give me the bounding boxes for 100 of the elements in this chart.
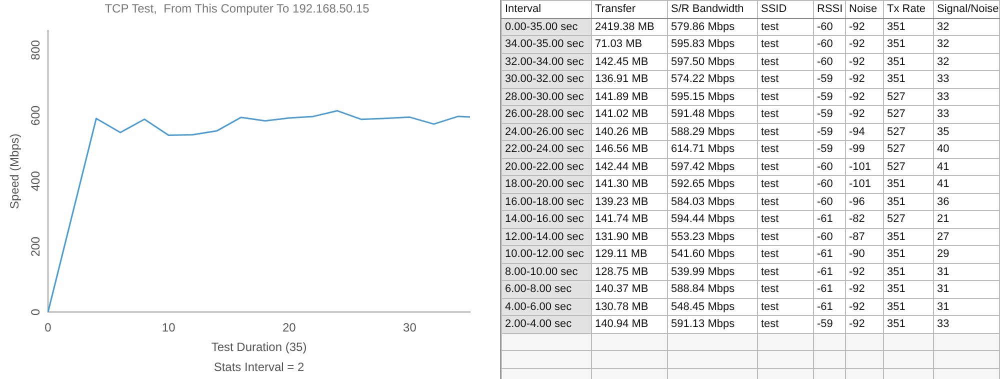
text: 351 [887, 248, 906, 260]
text: 130.78 MB [595, 300, 648, 313]
text: test [761, 38, 779, 50]
text: 584.03 Mbps [671, 196, 735, 208]
text: -94 [849, 126, 865, 138]
text: 140.37 MB [595, 283, 648, 296]
text: 553.23 Mbps [671, 230, 735, 243]
category-label: Tx Rate [884, 0, 934, 18]
category-label: S/R Bandwidth [668, 0, 758, 18]
text: -59 [817, 108, 833, 120]
text: -60 [817, 56, 833, 68]
text: 35 [937, 126, 950, 138]
text: 141.02 MB [595, 108, 648, 120]
text: -61 [817, 266, 833, 278]
text: -82 [849, 213, 865, 226]
text: -92 [849, 318, 865, 330]
category-label: Signal/Noise [934, 0, 1000, 18]
text: 594.44 Mbps [671, 213, 735, 226]
text: 592.65 Mbps [671, 178, 735, 190]
text: 142.44 MB [595, 160, 648, 173]
text: 32.00-34.00 sec [505, 56, 584, 68]
text: 32 [937, 20, 950, 33]
category-label: RSSI [814, 0, 846, 18]
text: -60 [817, 160, 833, 173]
text: test [761, 300, 779, 313]
text: 41 [937, 160, 950, 173]
text: 591.13 Mbps [671, 318, 735, 330]
text: 351 [887, 266, 906, 278]
text: 71.03 MB [595, 38, 642, 50]
text: 41 [937, 178, 950, 190]
text: 142.45 MB [595, 56, 648, 68]
text: -87 [849, 230, 865, 243]
text: -61 [817, 213, 833, 226]
text: 527 [887, 108, 906, 120]
category-label: Transfer [592, 0, 668, 18]
text: 24.00-26.00 sec [505, 126, 584, 138]
text: 351 [887, 196, 906, 208]
text: 10.00-12.00 sec [505, 248, 584, 260]
x-tick-label: 0 [44, 320, 52, 335]
text: -60 [817, 20, 833, 33]
text: test [761, 56, 779, 68]
text: 588.29 Mbps [671, 126, 735, 138]
text: test [761, 318, 779, 330]
text: 579.86 Mbps [671, 20, 735, 33]
text: 6.00-8.00 sec [505, 283, 572, 296]
text: test [761, 126, 779, 138]
text: 351 [887, 283, 906, 296]
text: 2419.38 MB [595, 20, 654, 33]
text: 0.00-35.00 sec [505, 20, 578, 33]
text: -60 [817, 38, 833, 50]
text: 18.00-20.00 sec [505, 178, 584, 190]
text: -59 [817, 73, 833, 86]
text: -92 [849, 266, 865, 278]
text: 33 [937, 108, 950, 120]
text: test [761, 230, 779, 243]
text: 2.00-4.00 sec [505, 318, 572, 330]
text: -60 [817, 178, 833, 190]
y-tick-label: 800 [28, 40, 42, 60]
text: 8.00-10.00 sec [505, 266, 578, 278]
text: 597.42 Mbps [671, 160, 735, 173]
text: 33 [937, 90, 950, 103]
text: 31 [937, 283, 950, 296]
text: 4.00-6.00 sec [505, 300, 572, 313]
text: -59 [817, 90, 833, 103]
text: 129.11 MB [595, 248, 648, 260]
text: 591.48 Mbps [671, 108, 735, 120]
chart-title: TCP Test, From This Computer To 192.168.50.15 [104, 2, 370, 16]
text: 595.83 Mbps [671, 38, 735, 50]
y-tick-label: 0 [28, 308, 42, 316]
text: 548.45 Mbps [671, 300, 735, 313]
text: -92 [849, 56, 865, 68]
text: 527 [887, 90, 906, 103]
text: test [761, 178, 779, 190]
text: test [761, 283, 779, 296]
text: 21 [937, 213, 950, 226]
text: test [761, 143, 779, 156]
text: -61 [817, 248, 833, 260]
x-axis-title: Test Duration (35) [211, 340, 307, 354]
text: test [761, 196, 779, 208]
text: test [761, 108, 779, 120]
text: -60 [817, 196, 833, 208]
text: 141.30 MB [595, 178, 648, 190]
text: 34.00-35.00 sec [505, 38, 584, 50]
text: 140.26 MB [595, 126, 648, 138]
text: test [761, 160, 779, 173]
text: 351 [887, 56, 906, 68]
text: 140.94 MB [595, 318, 648, 330]
text: 351 [887, 20, 906, 33]
text: 28.00-30.00 sec [505, 90, 584, 103]
text: -92 [849, 300, 865, 313]
y-axis-title: Speed (Mbps) [8, 134, 22, 209]
text: -60 [817, 230, 833, 243]
text: test [761, 248, 779, 260]
text: -92 [849, 20, 865, 33]
text: -92 [849, 108, 865, 120]
text: test [761, 213, 779, 226]
text: 14.00-16.00 sec [505, 213, 584, 226]
x-tick-label: 10 [162, 320, 176, 335]
text: 146.56 MB [595, 143, 648, 156]
text: -92 [849, 283, 865, 296]
